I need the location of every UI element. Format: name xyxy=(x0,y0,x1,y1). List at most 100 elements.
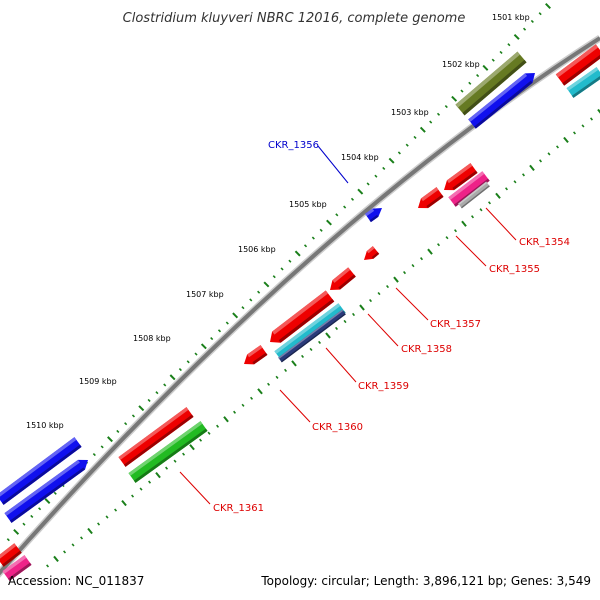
scale-tick xyxy=(488,201,492,205)
scale-tick xyxy=(460,89,464,93)
scale-tick xyxy=(155,472,161,479)
scale-tick xyxy=(275,375,279,379)
scale-tick xyxy=(53,555,59,563)
scale-tick xyxy=(131,494,135,498)
feature-highlight xyxy=(272,290,329,335)
scale-tick xyxy=(555,145,560,149)
scale-tick xyxy=(139,487,143,491)
feature-ckr1354 xyxy=(448,171,490,207)
scale-tick xyxy=(280,267,284,271)
feature-highlight xyxy=(566,67,599,91)
scale-tick xyxy=(207,431,211,435)
gene-labels: CKR_1356 CKR_1354 CKR_1355 CKR_1357 CKR_1358… xyxy=(179,140,570,514)
scale-tick xyxy=(413,135,417,140)
scale-tick xyxy=(366,182,370,186)
feature-highlight xyxy=(0,437,77,497)
feature-shadow xyxy=(454,178,490,207)
scale-tick xyxy=(343,205,347,209)
scale-tick xyxy=(92,453,96,457)
feature-ckr1356 xyxy=(365,208,382,223)
gene-leader-line xyxy=(395,287,429,321)
feature-red-corner xyxy=(555,44,600,86)
feature-body xyxy=(128,421,208,483)
scale-tick xyxy=(335,326,339,331)
scale-tick xyxy=(444,104,448,109)
scale-tick xyxy=(46,564,50,568)
scale-tick xyxy=(303,244,308,248)
feature-shadow xyxy=(474,80,533,129)
scale-tick xyxy=(581,124,585,128)
scale-tick xyxy=(225,321,229,325)
feature-body xyxy=(468,73,535,129)
feature-navy xyxy=(278,309,346,363)
scale-tick xyxy=(87,527,93,535)
scale-tick xyxy=(597,108,600,114)
scale-tick xyxy=(217,329,222,333)
kbp-label-5: 1505 kbp xyxy=(289,200,327,209)
feature-body xyxy=(118,407,194,467)
feature-highlight xyxy=(274,303,341,354)
feature-body xyxy=(566,67,600,98)
scale-tick xyxy=(538,12,542,16)
feature-highlight xyxy=(0,543,17,559)
backbone-line xyxy=(0,36,600,576)
gene-label-ckr_1354: CKR_1354 xyxy=(519,237,570,248)
scale-tick xyxy=(386,284,390,289)
feature-body xyxy=(455,51,527,116)
gene-leader-line xyxy=(485,207,517,241)
feature-highlight xyxy=(455,51,520,108)
feature-shadow xyxy=(133,428,208,483)
gene-label-ckr_1355: CKR_1355 xyxy=(489,264,540,275)
scale-tick xyxy=(163,383,167,387)
genome-summary-text: Topology: circular; Length: 3,896,121 bp… xyxy=(261,574,591,588)
scale-tick xyxy=(507,43,511,47)
scale-tick xyxy=(241,306,245,310)
feature-ckr1360 xyxy=(244,345,268,365)
gene-leader-line xyxy=(325,347,357,383)
feature-highlight xyxy=(278,309,344,359)
kbp-label-3: 1503 kbp xyxy=(391,108,429,117)
scale-tick xyxy=(38,507,42,511)
scale-tick xyxy=(318,340,322,345)
feature-shadow xyxy=(338,274,356,290)
scale-tick xyxy=(513,180,517,184)
scale-tick xyxy=(454,229,458,233)
feature-shadow xyxy=(2,550,22,567)
scale-tick xyxy=(114,508,118,512)
feature-body xyxy=(458,181,490,209)
feature-body xyxy=(330,267,356,290)
gene-features xyxy=(0,44,600,581)
scale-tick xyxy=(30,514,34,519)
scale-tick xyxy=(138,405,145,412)
scale-tick xyxy=(232,312,239,319)
scale-tick xyxy=(326,219,332,226)
feature-shadow xyxy=(7,562,32,581)
scale-tick xyxy=(80,536,84,540)
scale-tick xyxy=(291,360,297,367)
scale-tick xyxy=(350,197,355,201)
kbp-labels: 1501 kbp 1502 kbp 1503 kbp 1504 kbp 1505 kbp… xyxy=(26,13,530,430)
scale-tick xyxy=(343,319,347,324)
feature-highlight xyxy=(458,181,488,205)
scale-tick xyxy=(397,151,401,155)
scale-tick xyxy=(377,291,381,296)
feature-ckr1358 xyxy=(270,290,335,343)
scale-tick xyxy=(63,550,67,554)
gene-label-ckr_1359: CKR_1359 xyxy=(358,381,409,392)
gene-leader-line xyxy=(279,389,311,423)
scale-tick xyxy=(216,424,220,428)
scale-tick xyxy=(538,159,543,163)
scale-tick xyxy=(210,337,214,341)
scale-tick xyxy=(97,522,101,526)
feature-highlight xyxy=(448,171,485,200)
gene-label-ckr_1356: CKR_1356 xyxy=(268,140,319,151)
scale-tick xyxy=(173,459,177,463)
scale-tick xyxy=(284,368,288,372)
scale-tick xyxy=(178,367,182,372)
scale-tick xyxy=(461,220,467,227)
scale-tick xyxy=(388,157,395,164)
scale-tick xyxy=(563,136,569,144)
feature-body xyxy=(448,171,490,207)
scale-tick xyxy=(427,248,433,255)
scale-tick xyxy=(522,27,527,31)
